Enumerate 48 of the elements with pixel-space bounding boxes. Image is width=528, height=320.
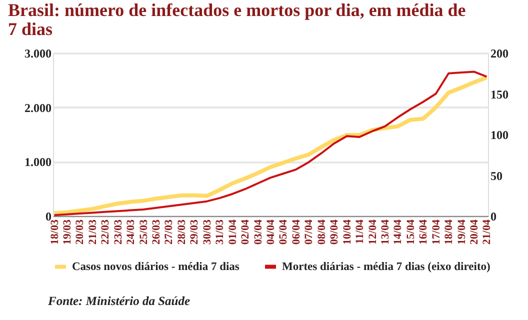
x-tick-label: 25/03 — [138, 219, 150, 245]
x-tick-label: 13/04 — [379, 219, 392, 245]
y-tick-label: 0 — [46, 210, 52, 224]
x-tick-label: 02/04 — [240, 219, 252, 245]
x-tick-label: 07/04 — [303, 219, 316, 245]
x-tick-label: 26/03 — [150, 219, 163, 245]
x-tick-label: 17/04 — [430, 219, 442, 245]
x-tick-label: 04/04 — [265, 219, 277, 245]
x-tick-label: 06/04 — [290, 219, 302, 245]
y-tick-label: 3.000 — [24, 46, 52, 60]
x-tick-label: 01/04 — [226, 219, 239, 245]
x-tick-label: 20/04 — [468, 219, 481, 245]
x-tick-label: 12/04 — [366, 219, 379, 245]
x-tick-label: 23/03 — [112, 219, 124, 245]
legend-label: Mortes diárias - média 7 dias (eixo direito) — [282, 260, 491, 273]
x-tick-label: 21/04 — [481, 219, 494, 245]
x-tick-label: 22/03 — [100, 219, 112, 245]
x-tick-label: 08/04 — [316, 219, 328, 245]
y2-tick-label: 0 — [490, 210, 496, 224]
x-tick-label: 29/03 — [188, 219, 201, 245]
x-tick-label: 05/04 — [278, 219, 290, 245]
y2-tick-label: 150 — [490, 87, 508, 102]
x-tick-label: 24/03 — [125, 219, 138, 245]
y2-tick-label: 200 — [490, 46, 508, 60]
x-tick-label: 28/03 — [176, 219, 188, 245]
x-tick-label: 19/03 — [61, 219, 74, 245]
legend-label: Casos novos diários - média 7 dias — [72, 260, 240, 273]
y-tick-label: 1.000 — [24, 155, 52, 170]
x-tick-label: 30/03 — [201, 219, 214, 245]
x-tick-label: 09/04 — [328, 219, 341, 245]
x-tick-label: 10/04 — [341, 219, 354, 245]
x-tick-label: 20/03 — [74, 219, 86, 245]
x-tick-label: 14/04 — [392, 219, 404, 245]
chart-title: Brasil: número de infectados e mortos por dia, em média de 7 dias — [8, 0, 466, 39]
y2-tick-label: 100 — [490, 128, 508, 142]
x-tick-label: 19/04 — [456, 219, 468, 245]
x-tick-label: 31/03 — [214, 219, 226, 245]
x-tick-label: 16/04 — [418, 219, 430, 245]
x-tick-label: 03/04 — [252, 219, 264, 245]
x-tick-label: 18/03 — [48, 219, 61, 245]
y2-tick-label: 50 — [490, 168, 502, 183]
source-note: Fonte: Ministério da Saúde — [47, 294, 190, 308]
x-tick-label: 21/03 — [86, 219, 99, 245]
x-tick-label: 27/03 — [163, 219, 176, 245]
y-tick-label: 2.000 — [24, 100, 52, 115]
x-tick-label: 11/04 — [354, 219, 366, 244]
x-tick-label: 18/04 — [443, 219, 456, 245]
x-tick-label: 15/04 — [404, 219, 417, 245]
